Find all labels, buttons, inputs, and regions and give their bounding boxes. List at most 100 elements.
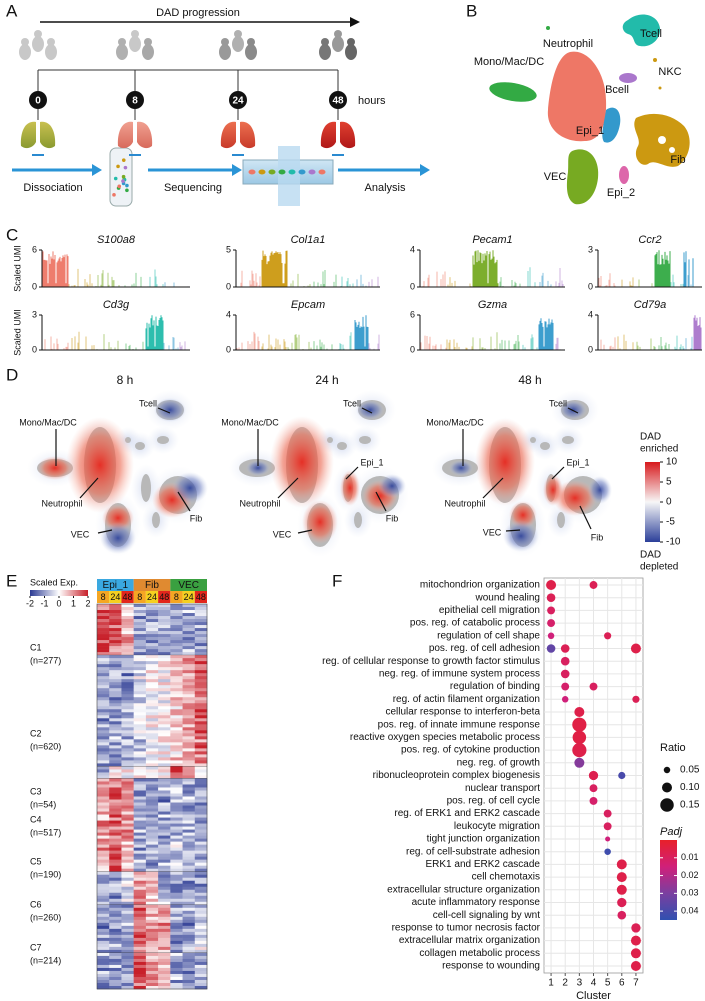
heatmap-cell [182, 853, 196, 857]
heatmap-cell [194, 694, 208, 698]
heatmap-cell [121, 790, 134, 794]
heatmap-cell [97, 685, 110, 689]
heatmap-cell [121, 652, 134, 656]
heatmap-cell [158, 751, 171, 755]
heatmap-cell [158, 838, 171, 842]
heatmap-cell [121, 721, 134, 725]
heatmap-cell [182, 898, 196, 903]
heatmap-cell [158, 670, 171, 674]
term-label: reg. of cellular response to growth fact… [322, 656, 540, 667]
step-label: Sequencing [164, 182, 222, 194]
umap-cluster [658, 86, 662, 90]
heatmap-cell [145, 940, 159, 945]
heatmap-cell [97, 901, 110, 906]
heatmap-cell [145, 697, 159, 701]
heatmap-cell [158, 967, 171, 972]
heatmap-cell [97, 679, 110, 683]
heatmap-cell [158, 805, 171, 809]
heatmap-cell [121, 880, 134, 885]
heatmap-cell [170, 640, 183, 644]
heatmap-cell [97, 802, 110, 806]
heatmap-cell [170, 871, 183, 876]
heatmap-cell [97, 790, 110, 794]
heatmap-cell [170, 604, 183, 608]
heatmap-cell [145, 847, 159, 851]
heatmap-cell [158, 946, 171, 951]
heatmap-cell [170, 619, 183, 623]
heatmap-cell [194, 850, 208, 854]
heatmap-cell [145, 862, 159, 866]
gene-name: Gzma [478, 299, 507, 311]
dot [616, 884, 627, 895]
heatmap-cell [133, 769, 147, 773]
heatmap-cell [97, 928, 110, 933]
cell-label: VEC [273, 529, 292, 539]
heatmap-cell [170, 793, 183, 797]
heatmap-cell [194, 811, 208, 815]
heatmap-cell [97, 637, 110, 641]
density [553, 480, 597, 516]
density [378, 474, 406, 498]
heatmap-cell [170, 982, 183, 987]
cluster-name: C1 [30, 642, 42, 652]
heatmap-cell [194, 892, 208, 897]
lung [40, 121, 56, 149]
heatmap-cell [145, 634, 159, 638]
heatmap-cell [109, 955, 122, 960]
map-cells [141, 474, 151, 502]
chip-droplet [278, 169, 286, 175]
heatmap-cell [158, 649, 171, 653]
cell-label: Epi_1 [566, 457, 589, 467]
heatmap-cell [133, 871, 147, 876]
heatmap-cell [158, 643, 171, 647]
heatmap-cell [133, 658, 147, 662]
gene-name: Epcam [291, 299, 325, 311]
heatmap-cell [121, 811, 134, 815]
density [100, 522, 136, 554]
heatmap-cell [133, 850, 147, 854]
heatmap-cell [145, 820, 159, 824]
heatmap-cell [182, 742, 196, 746]
heatmap-cell [97, 643, 110, 647]
heatmap-cell [97, 676, 110, 680]
heatmap-cell [97, 859, 110, 863]
heatmap-cell [194, 958, 208, 963]
term-label: response to wounding [442, 961, 540, 972]
heatmap-cell [170, 784, 183, 788]
heatmap-cell [109, 847, 122, 851]
x-axis-label: Cluster [576, 990, 611, 1001]
heatmap-cell [158, 973, 171, 978]
heatmap-cell [158, 823, 171, 827]
heatmap-cell [158, 682, 171, 686]
heatmap-cell [109, 631, 122, 635]
dot [574, 707, 585, 717]
umap-cluster [619, 73, 637, 83]
heatmap-cell [133, 775, 147, 779]
heatmap-cell [109, 769, 122, 773]
heatmap-cell [97, 712, 110, 716]
heatmap-cell [158, 781, 171, 785]
heatmap-cell [170, 862, 183, 866]
heatmap-cell [182, 937, 196, 942]
map-cells [152, 512, 160, 528]
heatmap-cell [133, 703, 147, 707]
heatmap-cell [133, 622, 147, 626]
heatmap-cell [158, 754, 171, 758]
tube-cell [117, 184, 122, 189]
heatmap-cell [170, 769, 183, 773]
heatmap-cell [194, 943, 208, 948]
heatmap-cell [97, 706, 110, 710]
heatmap-cell [145, 889, 159, 894]
time-label: 48 [332, 96, 344, 107]
heatmap-cell [109, 667, 122, 671]
heatmap-cell [121, 778, 134, 782]
heatmap-cell [158, 934, 171, 939]
heatmap-cell [133, 700, 147, 704]
heatmap-cell [97, 667, 110, 671]
heatmap-cell [158, 736, 171, 740]
x-tick-label: 3 [577, 978, 583, 989]
heatmap-cell [182, 904, 196, 909]
panel-letter: D [6, 365, 18, 384]
heatmap-cell [194, 952, 208, 957]
heatmap-cell [182, 775, 196, 779]
